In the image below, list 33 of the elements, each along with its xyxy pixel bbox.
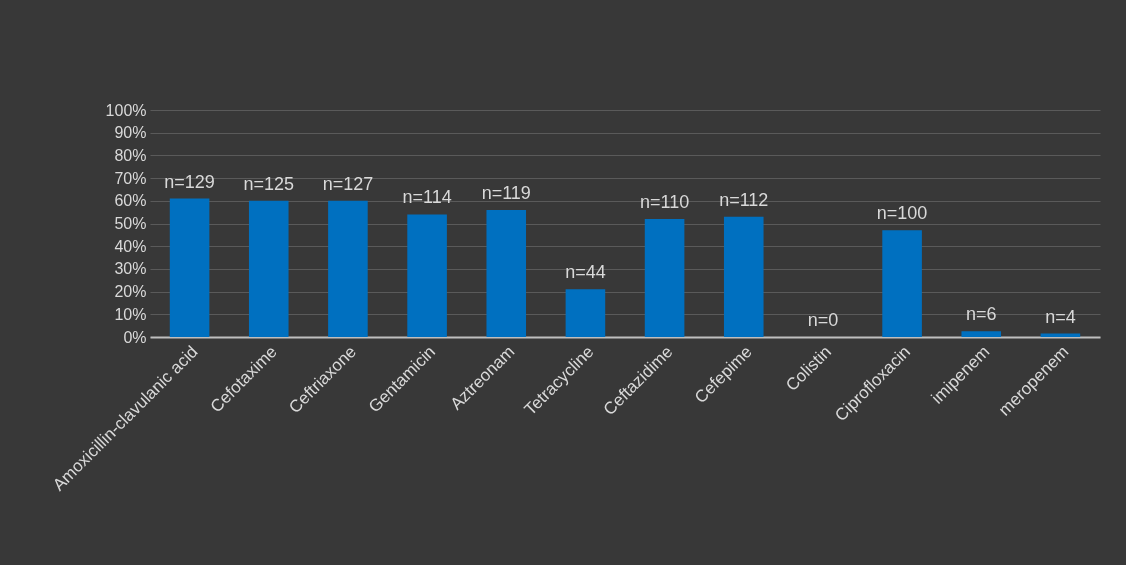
- annotation: n=127: [322, 173, 374, 194]
- y-tick-label: 60%: [114, 192, 147, 210]
- bar: [328, 200, 368, 337]
- bar: [407, 214, 447, 337]
- bar: [486, 209, 527, 337]
- annotation: n=110: [639, 191, 690, 212]
- annotation: n=112: [719, 189, 769, 210]
- bar: [961, 331, 1002, 337]
- annotation: n=125: [243, 173, 295, 194]
- annotation: n=4: [1045, 306, 1076, 327]
- annotation: n=129: [164, 171, 215, 192]
- bar: [169, 198, 210, 337]
- y-tick-label: 40%: [114, 237, 147, 255]
- annotation: n=44: [565, 262, 606, 283]
- y-tick-label: 100%: [105, 101, 147, 119]
- bar: [882, 230, 922, 337]
- annotation: n=114: [402, 187, 452, 208]
- y-tick-label: 90%: [114, 124, 147, 142]
- y-tick-label: 20%: [114, 283, 147, 301]
- annotation: n=119: [481, 182, 531, 203]
- bar: [644, 218, 685, 337]
- annotation: n=0: [807, 310, 839, 330]
- annotation: n=100: [876, 203, 928, 224]
- y-tick-label: 70%: [114, 169, 147, 187]
- y-tick-label: 0%: [123, 328, 147, 346]
- bar: [248, 200, 289, 337]
- y-tick-label: 50%: [114, 215, 147, 232]
- y-tick-label: 30%: [114, 260, 147, 278]
- y-tick-label: 10%: [114, 305, 147, 323]
- annotation: n=6: [965, 304, 997, 325]
- y-tick-label: 80%: [114, 146, 147, 164]
- bar: [723, 216, 764, 337]
- bar: [565, 289, 606, 337]
